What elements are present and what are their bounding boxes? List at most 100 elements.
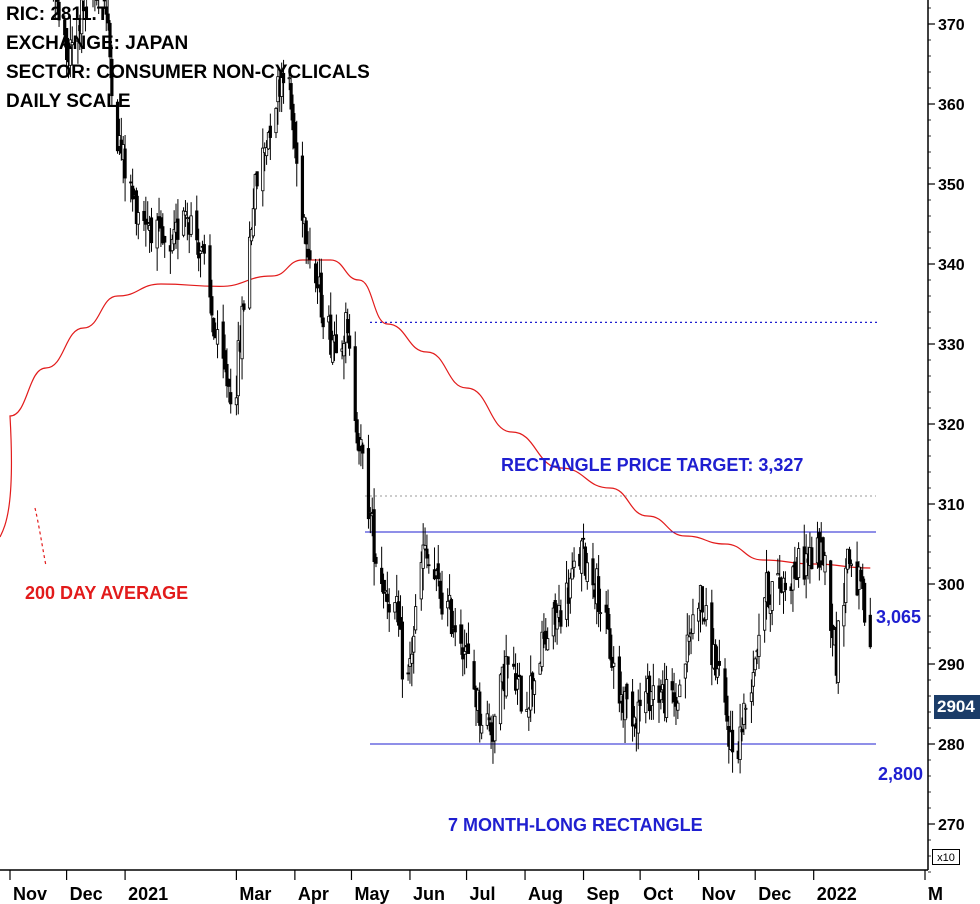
candle bbox=[304, 217, 308, 264]
candle-body bbox=[723, 668, 727, 703]
candle bbox=[342, 335, 346, 380]
candle-body bbox=[623, 691, 627, 721]
candle-body bbox=[387, 604, 391, 613]
candle-body bbox=[223, 350, 227, 370]
candle-body bbox=[346, 319, 350, 334]
candle-body bbox=[183, 211, 188, 216]
candle bbox=[144, 196, 148, 247]
candle bbox=[215, 310, 220, 359]
candle bbox=[159, 210, 163, 247]
candle bbox=[697, 602, 701, 642]
candle bbox=[776, 558, 780, 576]
candle-body bbox=[704, 605, 708, 621]
candle-body bbox=[730, 729, 735, 753]
candle-body bbox=[123, 148, 127, 179]
candle bbox=[670, 668, 674, 704]
candle bbox=[95, 0, 99, 6]
candle bbox=[459, 609, 463, 655]
candle-body bbox=[302, 216, 306, 225]
candle bbox=[387, 588, 391, 632]
candle-body bbox=[859, 569, 863, 582]
candle-body bbox=[361, 444, 365, 454]
candle-body bbox=[83, 0, 88, 8]
candle bbox=[617, 645, 621, 713]
candle-body bbox=[581, 537, 586, 540]
candle-body bbox=[512, 663, 516, 667]
candle-body bbox=[778, 577, 782, 589]
candle bbox=[796, 542, 801, 588]
candle-body bbox=[749, 692, 754, 702]
candle bbox=[163, 235, 167, 258]
candle-body bbox=[636, 701, 640, 734]
candle bbox=[713, 639, 718, 681]
candle bbox=[715, 646, 720, 685]
candle bbox=[829, 559, 833, 649]
candle-body bbox=[540, 631, 544, 667]
candle bbox=[183, 200, 188, 227]
candle bbox=[847, 546, 852, 569]
candle bbox=[355, 412, 359, 451]
candle bbox=[519, 675, 523, 714]
candle bbox=[397, 590, 401, 637]
candle bbox=[529, 655, 533, 722]
candle-body bbox=[253, 174, 257, 210]
candle bbox=[585, 552, 589, 590]
candle-body bbox=[163, 235, 167, 243]
candle-body bbox=[763, 597, 767, 631]
candle-body bbox=[359, 439, 363, 447]
candle-body bbox=[493, 715, 497, 742]
candle-body bbox=[606, 607, 610, 630]
candle-body bbox=[372, 509, 376, 562]
candle bbox=[453, 607, 457, 647]
candle-body bbox=[202, 244, 206, 254]
candle bbox=[710, 589, 714, 686]
candle bbox=[821, 536, 825, 566]
candle bbox=[359, 424, 363, 467]
candle-body bbox=[868, 614, 872, 648]
candle-body bbox=[713, 644, 718, 676]
candle bbox=[704, 587, 708, 627]
candle bbox=[478, 682, 482, 743]
candle-body bbox=[110, 58, 114, 97]
candle bbox=[131, 168, 135, 212]
candle-body bbox=[459, 624, 463, 644]
candle-body bbox=[197, 242, 201, 259]
candle bbox=[372, 488, 376, 586]
candle bbox=[723, 658, 727, 716]
candle bbox=[498, 672, 503, 731]
candle bbox=[783, 571, 787, 601]
candle bbox=[742, 693, 746, 736]
candle bbox=[493, 713, 497, 754]
candle-body bbox=[632, 716, 637, 726]
candle bbox=[740, 717, 744, 742]
candle-body bbox=[519, 675, 523, 712]
candle-body bbox=[796, 548, 801, 578]
candle-body bbox=[683, 663, 688, 679]
candle bbox=[347, 314, 352, 356]
candle bbox=[98, 0, 100, 15]
candle bbox=[446, 588, 450, 627]
candle bbox=[842, 582, 846, 647]
candle-body bbox=[504, 655, 508, 697]
candle bbox=[223, 334, 227, 373]
candle-body bbox=[106, 13, 110, 24]
candle-body bbox=[410, 653, 414, 664]
candle-body bbox=[757, 634, 761, 657]
candle bbox=[295, 120, 299, 187]
candle bbox=[591, 542, 595, 600]
candle-body bbox=[366, 448, 371, 520]
candle bbox=[136, 195, 140, 240]
ric-label: RIC: 2811.T bbox=[6, 4, 109, 25]
candle bbox=[383, 579, 388, 602]
candle-body bbox=[397, 601, 401, 626]
candle bbox=[331, 330, 335, 365]
candle bbox=[253, 173, 257, 226]
candle-body bbox=[659, 691, 663, 701]
candle bbox=[146, 201, 150, 230]
candle bbox=[293, 113, 297, 159]
candle-body bbox=[159, 217, 163, 229]
candle bbox=[368, 507, 372, 534]
candle bbox=[515, 662, 520, 705]
candle bbox=[172, 210, 176, 251]
candle-body bbox=[555, 612, 559, 630]
